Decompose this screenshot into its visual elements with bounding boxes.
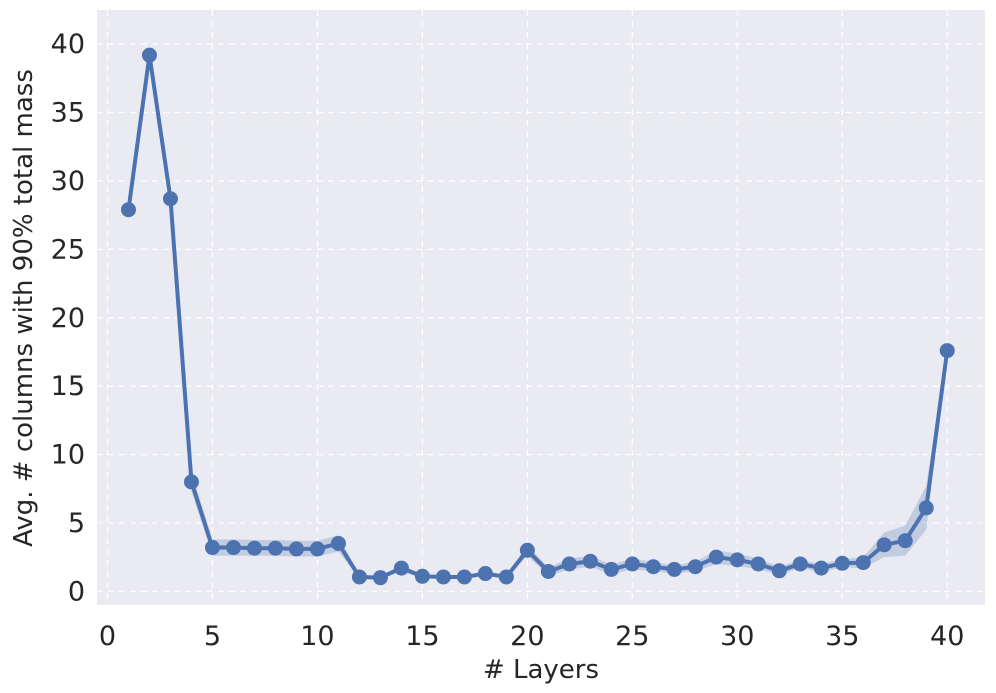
series-line (126, 53, 950, 580)
data-point (666, 561, 682, 577)
y-tick-label: 0 (68, 576, 85, 607)
gridlines (97, 10, 985, 605)
x-tick-label: 5 (204, 621, 221, 652)
data-point (288, 541, 304, 557)
data-point (645, 559, 661, 575)
y-tick-label: 40 (51, 29, 85, 60)
y-tick-label: 5 (68, 508, 85, 539)
data-point (225, 540, 241, 556)
data-point (351, 569, 367, 585)
data-point (456, 569, 472, 585)
data-point (393, 560, 409, 576)
data-point (162, 191, 178, 207)
x-tick-label: 15 (405, 621, 439, 652)
x-tick-label: 35 (825, 621, 859, 652)
data-point (498, 569, 514, 585)
data-point (561, 556, 577, 572)
y-axis-label: Avg. # columns with 90% total mass (9, 69, 39, 547)
x-tick-labels: 0 5 10 15 20 25 30 35 40 (99, 621, 964, 652)
data-point (918, 500, 934, 516)
data-point (477, 566, 493, 582)
x-tick-label: 0 (99, 621, 116, 652)
x-tick-label: 40 (930, 621, 964, 652)
data-point (120, 202, 136, 218)
data-point (729, 552, 745, 568)
data-point (792, 556, 808, 572)
y-tick-label: 15 (51, 371, 85, 402)
data-point (603, 561, 619, 577)
data-point (183, 474, 199, 490)
data-point (330, 535, 346, 551)
data-point (834, 555, 850, 571)
data-point (204, 540, 220, 556)
data-point (414, 568, 430, 584)
y-tick-label: 30 (51, 166, 85, 197)
x-tick-label: 20 (510, 621, 544, 652)
y-tick-label: 20 (51, 303, 85, 334)
data-point (855, 555, 871, 571)
y-tick-label: 35 (51, 98, 85, 129)
y-tick-label: 25 (51, 234, 85, 265)
data-point (771, 563, 787, 579)
data-point (897, 533, 913, 549)
data-point (141, 47, 157, 63)
data-points (120, 47, 955, 586)
y-tick-labels: 0 5 10 15 20 25 30 35 40 (51, 29, 85, 607)
data-point (372, 570, 388, 586)
x-axis-label: # Layers (483, 655, 599, 685)
data-point (435, 569, 451, 585)
x-tick-label: 25 (615, 621, 649, 652)
data-point (813, 560, 829, 576)
data-point (624, 556, 640, 572)
data-point (687, 559, 703, 575)
plot-background (97, 10, 985, 605)
data-point (267, 540, 283, 556)
series-line-layer (126, 53, 950, 580)
data-point (708, 549, 724, 565)
data-point (939, 343, 955, 359)
y-tick-label: 10 (51, 440, 85, 471)
data-point (876, 537, 892, 553)
x-tick-label: 10 (300, 621, 334, 652)
data-point (540, 563, 556, 579)
data-point (309, 541, 325, 557)
x-tick-label: 30 (720, 621, 754, 652)
data-point (246, 540, 262, 556)
data-point (582, 553, 598, 569)
data-point (519, 542, 535, 558)
data-point (750, 556, 766, 572)
